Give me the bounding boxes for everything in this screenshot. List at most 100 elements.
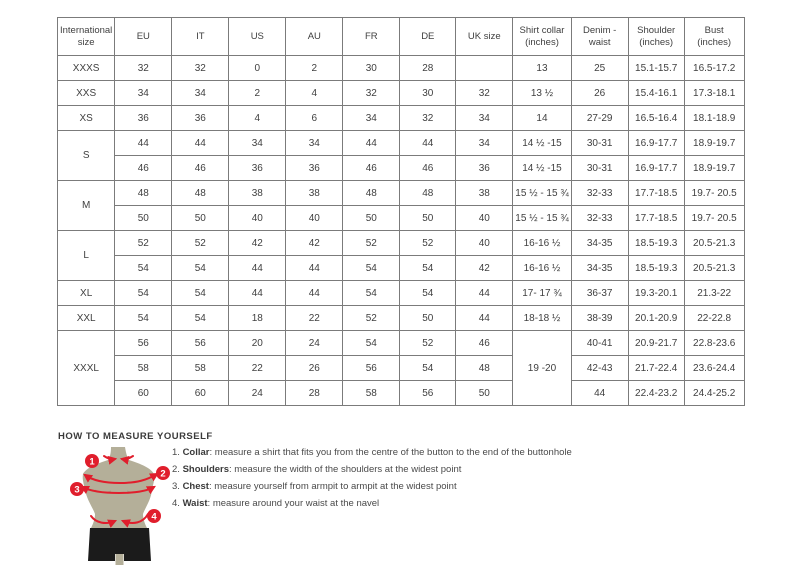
table-cell: 40 bbox=[455, 205, 514, 231]
table-cell: 34-35 bbox=[570, 230, 629, 256]
table-cell: 46 bbox=[171, 155, 230, 181]
measure-instruction-waist: 4. Waist: measure around your waist at t… bbox=[172, 498, 572, 509]
table-cell: 4 bbox=[285, 80, 344, 106]
table-cell: 36 bbox=[228, 155, 287, 181]
table-cell: 22 bbox=[285, 305, 344, 331]
item-label: Chest bbox=[182, 481, 209, 492]
table-cell: 22.4-23.2 bbox=[627, 380, 685, 406]
item-text: : measure the width of the shoulders at … bbox=[229, 464, 462, 475]
table-cell: 18.9-19.7 bbox=[683, 130, 745, 156]
col-header-uk-size: UK size bbox=[455, 17, 514, 56]
table-cell: 17.7-18.5 bbox=[627, 205, 685, 231]
table-cell: 17.7-18.5 bbox=[627, 180, 685, 206]
item-text: : measure around your waist at the navel bbox=[207, 498, 380, 509]
table-row: XXXS 32 32 0 2 30 28 13 25 15.1-15.7 16.5-17.2 bbox=[56, 55, 745, 81]
table-cell: 32 bbox=[114, 55, 173, 81]
table-cell: 42 bbox=[455, 255, 514, 281]
table-row: 54 54 44 44 54 54 42 16-16 ½ 34-35 18.5-19.3 20.5-… bbox=[58, 255, 745, 281]
table-cell: 15.4-16.1 bbox=[627, 80, 685, 106]
col-header-fr: FR bbox=[342, 17, 401, 56]
table-cell: 2 bbox=[285, 55, 344, 81]
table-cell: 44 bbox=[285, 255, 344, 281]
table-cell: 54 bbox=[171, 280, 230, 306]
table-cell: 19 -20 bbox=[512, 330, 572, 406]
table-cell: 34 bbox=[228, 130, 287, 156]
table-cell: 32-33 bbox=[570, 205, 629, 231]
table-cell: 54 bbox=[342, 280, 401, 306]
measure-point-badge-1: 1 bbox=[85, 454, 99, 468]
table-cell: 17- 17 ¾ bbox=[512, 280, 572, 306]
table-cell: 56 bbox=[114, 330, 173, 356]
table-cell: 48 bbox=[455, 355, 514, 381]
table-cell: 56 bbox=[399, 380, 457, 406]
table-cell: 44 bbox=[228, 280, 287, 306]
table-cell: 54 bbox=[114, 255, 173, 281]
table-cell: 30 bbox=[342, 55, 401, 81]
table-cell: 38 bbox=[455, 180, 514, 206]
table-cell: 54 bbox=[114, 305, 173, 331]
table-row: XXS 34 34 2 4 32 30 32 13 ½ 26 15.4-16.1 17.3-18.1 bbox=[56, 80, 745, 106]
table-row: M 48 48 38 38 48 48 38 15 ½ - 15 ¾ 32-33 17.7-18.5… bbox=[56, 180, 745, 231]
table-cell: S bbox=[56, 130, 116, 181]
table-cell: 46 bbox=[342, 155, 401, 181]
table-cell: 36 bbox=[171, 105, 230, 131]
table-cell: XXXL bbox=[56, 330, 116, 406]
table-cell: 48 bbox=[114, 180, 173, 206]
table-cell: 52 bbox=[114, 230, 173, 256]
item-text: : measure a shirt that fits you from the… bbox=[209, 447, 572, 458]
col-header-shoulder: Shoulder (inches) bbox=[627, 17, 685, 56]
table-cell: XXXS bbox=[56, 55, 116, 81]
size-chart-table: International size EU IT US AU FR DE UK … bbox=[56, 17, 745, 406]
table-cell: 48 bbox=[171, 180, 230, 206]
table-cell: 32 bbox=[399, 105, 457, 131]
table-cell: 52 bbox=[399, 230, 457, 256]
table-cell: 26 bbox=[285, 355, 344, 381]
table-cell: M bbox=[56, 180, 116, 231]
table-cell: 52 bbox=[342, 230, 401, 256]
table-row: 60 60 24 28 58 56 50 44 22.4-23.2 24.4-25.2 bbox=[58, 380, 745, 406]
table-cell: 20.9-21.7 bbox=[627, 330, 685, 356]
measure-instruction-chest: 3. Chest: measure yourself from armpit t… bbox=[172, 481, 572, 492]
mannequin-torso-shape bbox=[82, 447, 155, 528]
table-cell: 19.7- 20.5 bbox=[683, 180, 745, 206]
table-cell: 13 ½ bbox=[512, 80, 572, 106]
table-cell: 44 bbox=[342, 130, 401, 156]
table-cell: 50 bbox=[171, 205, 230, 231]
table-cell: 19.3-20.1 bbox=[627, 280, 685, 306]
table-cell: 30-31 bbox=[570, 130, 629, 156]
table-cell: 15 ½ - 15 ¾ bbox=[512, 180, 572, 206]
table-cell: 36-37 bbox=[570, 280, 629, 306]
shoulders-measure-arrow-right bbox=[119, 472, 159, 484]
table-cell: 0 bbox=[228, 55, 287, 81]
table-cell: 54 bbox=[114, 280, 173, 306]
table-cell: 18.9-19.7 bbox=[683, 155, 745, 181]
table-cell: 44 bbox=[114, 130, 173, 156]
table-cell: 52 bbox=[342, 305, 401, 331]
table-cell: 18.5-19.3 bbox=[627, 230, 685, 256]
table-cell: 25 bbox=[570, 55, 629, 81]
table-cell: 34 bbox=[285, 130, 344, 156]
table-cell: 24.4-25.2 bbox=[683, 380, 745, 406]
table-cell: 44 bbox=[399, 130, 457, 156]
table-cell: 16.9-17.7 bbox=[627, 155, 685, 181]
table-cell: 36 bbox=[285, 155, 344, 181]
table-cell: 14 ½ -15 bbox=[512, 155, 572, 181]
col-header-denim-waist: Denim - waist bbox=[570, 17, 629, 56]
table-cell: XS bbox=[56, 105, 116, 131]
measure-point-badge-3: 3 bbox=[70, 482, 84, 496]
table-cell: 54 bbox=[399, 280, 457, 306]
table-cell: 32-33 bbox=[570, 180, 629, 206]
table-cell: 40-41 bbox=[570, 330, 629, 356]
table-cell: 30 bbox=[399, 80, 457, 106]
table-cell: 56 bbox=[171, 330, 230, 356]
item-number: 3. bbox=[172, 481, 183, 492]
table-cell: 16-16 ½ bbox=[512, 255, 572, 281]
table-cell: 40 bbox=[455, 230, 514, 256]
col-header-international-size: International size bbox=[56, 17, 116, 56]
table-cell: 34 bbox=[455, 130, 514, 156]
table-cell: 44 bbox=[285, 280, 344, 306]
table-cell: 50 bbox=[399, 205, 457, 231]
table-cell: 48 bbox=[342, 180, 401, 206]
measurement-figure: 1 2 3 4 bbox=[57, 444, 183, 566]
table-row: XL 54 54 44 44 54 54 44 17- 17 ¾ 36-37 19.3-20.1 21… bbox=[56, 280, 745, 306]
